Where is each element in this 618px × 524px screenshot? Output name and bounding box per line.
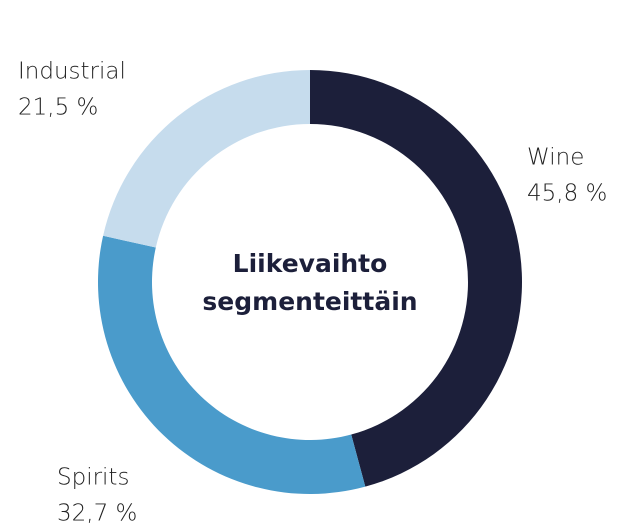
chart-title: Liikevaihto segmenteittäin bbox=[202, 249, 418, 316]
segment-label: Spirits bbox=[57, 465, 129, 491]
segment-label: Wine bbox=[527, 145, 584, 171]
value-label: 32,7 % bbox=[57, 501, 137, 524]
donut-segment bbox=[103, 70, 310, 248]
value-label: 45,8 % bbox=[527, 181, 607, 207]
donut-segment bbox=[97, 235, 366, 494]
donut-segment bbox=[310, 70, 522, 487]
segment-label: Industrial bbox=[18, 59, 126, 85]
value-label: 21,5 % bbox=[18, 95, 98, 121]
